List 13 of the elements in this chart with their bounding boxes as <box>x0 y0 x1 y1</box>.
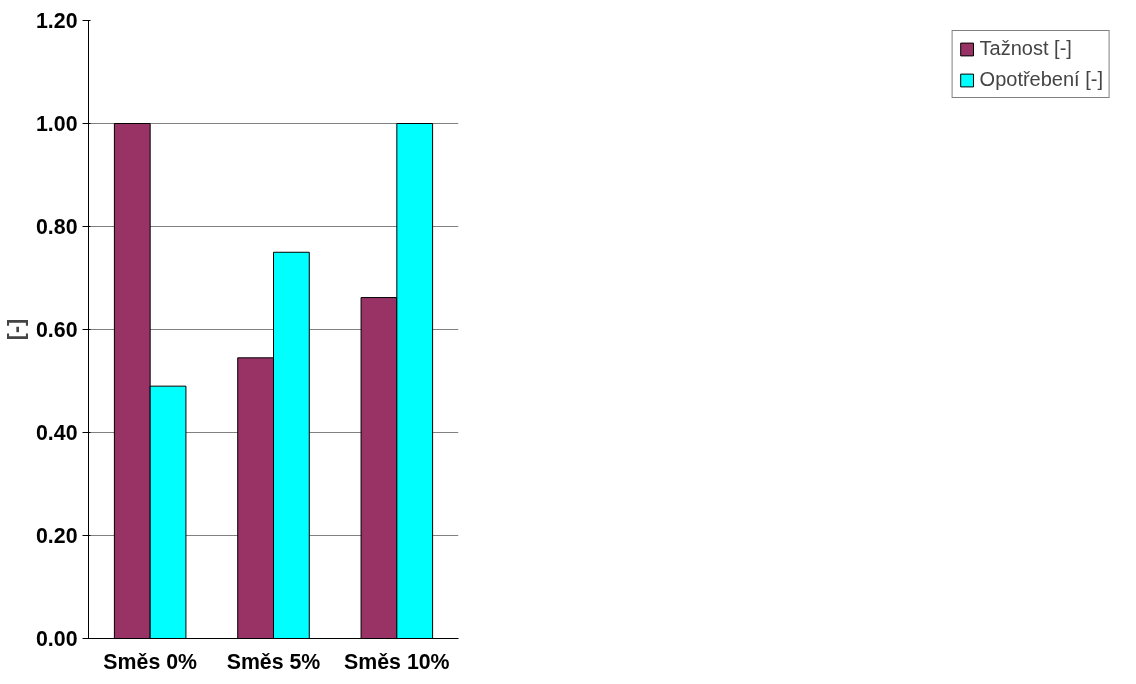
x-tick-label: Směs 5% <box>226 649 321 674</box>
y-tick-label: 1.20 <box>35 9 78 33</box>
y-tick-label: 0.20 <box>35 524 78 548</box>
legend-label: Tažnost [-] <box>979 37 1072 60</box>
x-tick-label: Směs 0% <box>103 649 198 674</box>
x-tick-label: Směs 10% <box>344 649 450 674</box>
y-tick-label: 0.40 <box>35 421 78 445</box>
y-tick-label: 1.00 <box>35 112 78 136</box>
y-tick-label: 0.00 <box>35 627 78 651</box>
y-tick-label: 0.80 <box>35 215 78 239</box>
legend-label: Opotřebení [-] <box>979 68 1103 91</box>
y-axis-title: [-] <box>3 318 28 341</box>
y-tick-label: 0.60 <box>35 318 78 342</box>
